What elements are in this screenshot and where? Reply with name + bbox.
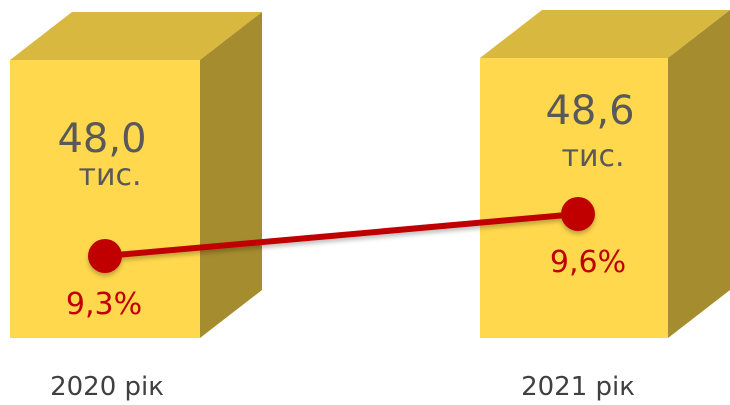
category-label-2021: 2021 рік — [521, 372, 635, 402]
bar-2021 — [480, 10, 730, 338]
value-label-2020: 48,0 — [57, 116, 146, 162]
percent-marker-2020 — [88, 239, 122, 273]
percent-series — [88, 197, 595, 273]
bar-2021-top — [480, 10, 730, 58]
bar-2020 — [10, 12, 262, 338]
percent-marker-2021 — [561, 197, 595, 231]
bar-2020-top — [10, 12, 262, 60]
percent-line — [102, 211, 581, 259]
percent-label-2020: 9,3% — [66, 287, 142, 322]
value-label-2021: 48,6 — [545, 88, 634, 134]
bar-2020-front — [10, 60, 200, 338]
bar-2021-side — [668, 10, 730, 338]
unit-label-2021: тис. — [561, 139, 624, 174]
percent-label-2021: 9,6% — [550, 245, 626, 280]
bar-2020-side — [200, 12, 262, 338]
category-label-2020: 2020 рік — [50, 372, 164, 402]
unit-label-2020: тис. — [78, 158, 141, 193]
